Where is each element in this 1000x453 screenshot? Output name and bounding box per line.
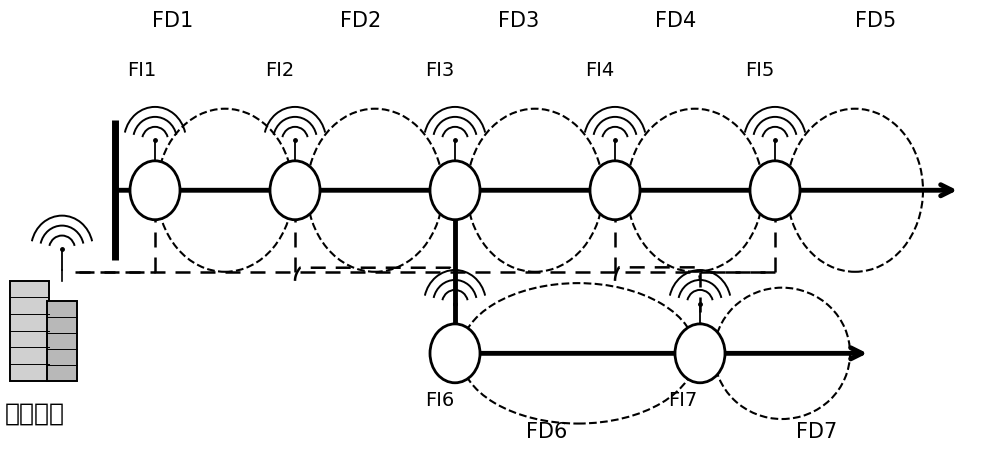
Ellipse shape: [130, 161, 180, 220]
Text: FD4: FD4: [655, 11, 696, 31]
Ellipse shape: [750, 161, 800, 220]
Text: FI1: FI1: [127, 61, 156, 80]
Text: FI7: FI7: [668, 391, 697, 410]
Text: FI6: FI6: [425, 391, 454, 410]
Text: FD2: FD2: [340, 11, 381, 31]
Text: FD5: FD5: [855, 11, 896, 31]
Text: FD6: FD6: [526, 422, 567, 442]
FancyBboxPatch shape: [47, 301, 77, 381]
Text: FI5: FI5: [745, 61, 774, 80]
Text: FD1: FD1: [152, 11, 193, 31]
Text: FD7: FD7: [796, 422, 837, 442]
Text: 控制中心: 控制中心: [5, 402, 65, 426]
Text: FI2: FI2: [265, 61, 294, 80]
Ellipse shape: [430, 324, 480, 383]
Text: FD3: FD3: [498, 11, 539, 31]
Ellipse shape: [270, 161, 320, 220]
Ellipse shape: [590, 161, 640, 220]
Ellipse shape: [675, 324, 725, 383]
Text: FI4: FI4: [585, 61, 614, 80]
Ellipse shape: [430, 161, 480, 220]
FancyBboxPatch shape: [10, 281, 49, 381]
Text: FI3: FI3: [425, 61, 454, 80]
